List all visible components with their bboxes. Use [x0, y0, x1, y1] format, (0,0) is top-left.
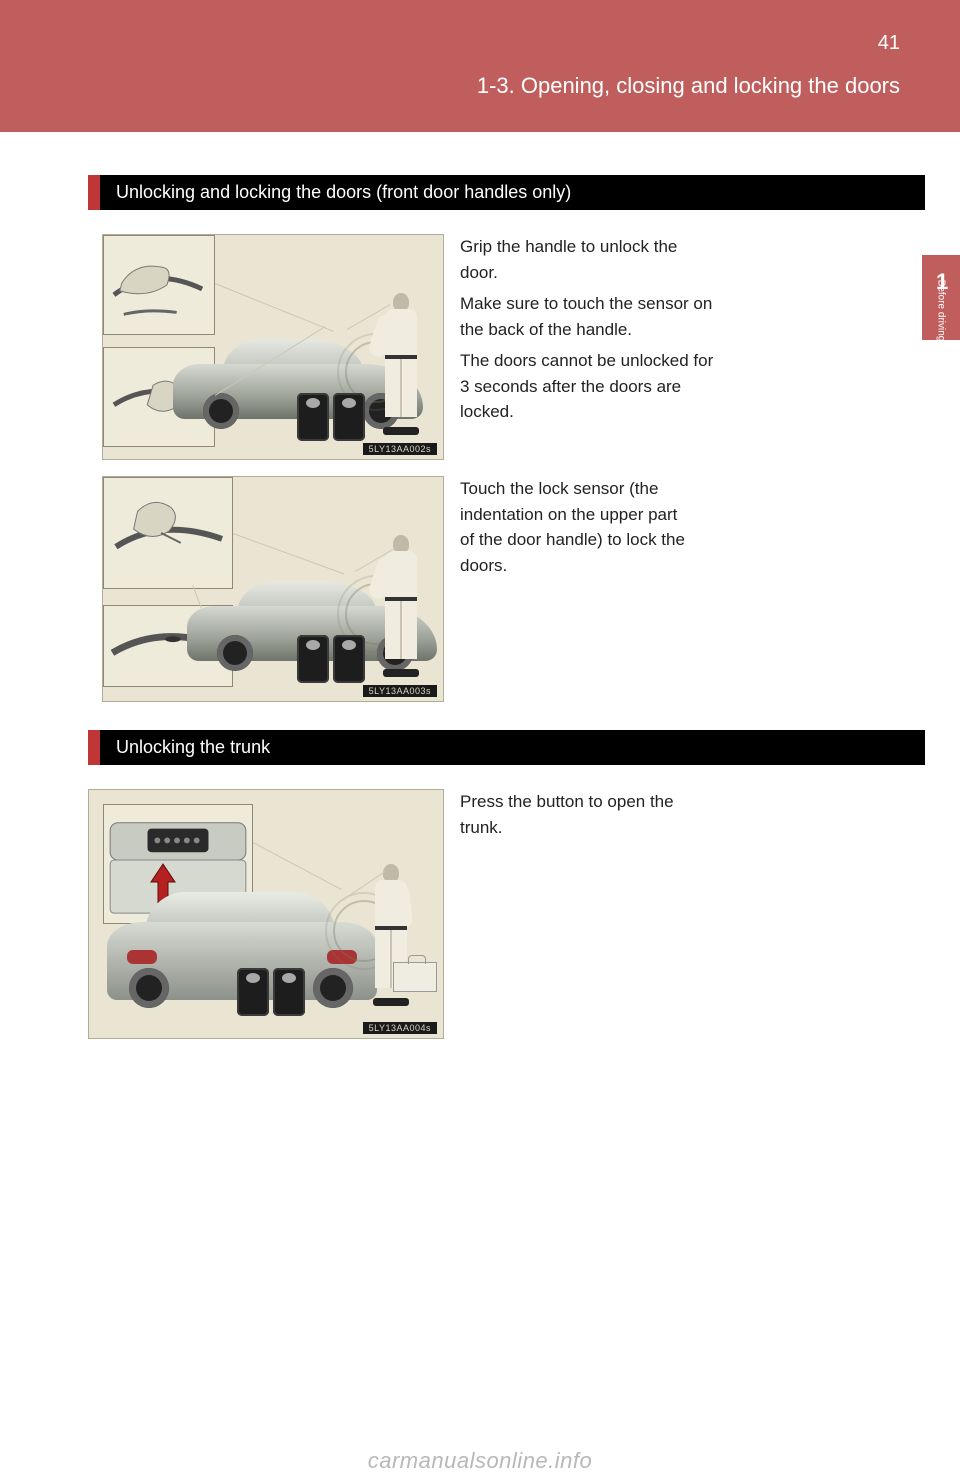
figure-unlock-doors: 5LY13AA002s: [102, 234, 444, 460]
figure-code: 5LY13AA003s: [363, 685, 437, 697]
figure-open-trunk: 5LY13AA004s: [88, 789, 444, 1039]
smart-keys: [297, 393, 365, 441]
text-lock: Touch the lock sensor (the indentation o…: [460, 476, 685, 578]
person-silhouette: [373, 535, 427, 675]
briefcase-icon: [393, 962, 437, 992]
inset-touch-sensor: [103, 477, 233, 589]
section-bar-doors: Unlocking and locking the doors (front d…: [88, 175, 925, 210]
page-number: 41: [878, 32, 900, 55]
section-title-trunk: Unlocking the trunk: [116, 737, 270, 758]
content: Unlocking and locking the doors (front d…: [0, 175, 960, 1039]
figure-lock-doors: 5LY13AA003s: [102, 476, 444, 702]
text-unlock: Grip the handle to unlock the door. Make…: [460, 234, 713, 425]
smart-keys: [297, 635, 365, 683]
figure-code: 5LY13AA002s: [363, 443, 437, 455]
section-bar-trunk: Unlocking the trunk: [88, 730, 925, 765]
section-title-doors: Unlocking and locking the doors (front d…: [116, 182, 571, 203]
person-silhouette: [373, 293, 427, 433]
page: 41 1-3. Opening, closing and locking the…: [0, 0, 960, 1484]
figure-code: 5LY13AA004s: [363, 1022, 437, 1034]
inset-grip-handle: [103, 235, 215, 335]
watermark: carmanualsonline.info: [368, 1448, 593, 1474]
smart-keys: [237, 968, 305, 1016]
header-title: 1-3. Opening, closing and locking the do…: [477, 73, 900, 99]
page-header: 41 1-3. Opening, closing and locking the…: [0, 0, 960, 132]
text-trunk: Press the button to open the trunk.: [460, 789, 674, 840]
